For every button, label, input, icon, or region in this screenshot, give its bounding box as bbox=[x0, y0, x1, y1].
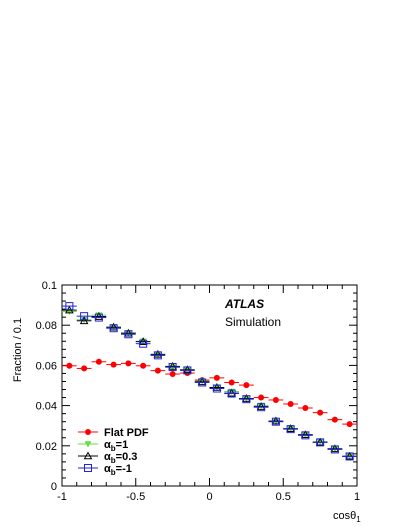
data-point bbox=[125, 360, 132, 367]
series-2 bbox=[62, 305, 357, 460]
data-point bbox=[95, 358, 102, 365]
x-tick-labels: -1 -0.5 0 0.5 1 bbox=[57, 491, 360, 503]
data-point bbox=[258, 394, 265, 401]
data-point bbox=[287, 400, 294, 407]
data-point bbox=[212, 384, 221, 393]
y-tick-label: 0.1 bbox=[42, 280, 57, 292]
data-point bbox=[124, 330, 133, 339]
data-point bbox=[301, 431, 310, 440]
data-point bbox=[271, 416, 281, 425]
data-point bbox=[138, 337, 148, 345]
series-3 bbox=[62, 302, 357, 461]
y-tick-label: 0.08 bbox=[36, 320, 57, 332]
data-point bbox=[257, 402, 265, 410]
x-axis-label: cosθ1 bbox=[333, 510, 361, 524]
x-tick-label: -1 bbox=[57, 491, 67, 503]
data-point bbox=[256, 402, 266, 410]
x-tick-label: 0.5 bbox=[276, 491, 291, 503]
data-point bbox=[243, 382, 250, 389]
legend-label: αb=1 bbox=[104, 439, 128, 453]
data-point bbox=[80, 312, 89, 321]
x-tick-label: 1 bbox=[354, 491, 360, 503]
data-point bbox=[139, 339, 148, 348]
x-tick-label: 0 bbox=[206, 491, 212, 503]
legend-marker bbox=[84, 441, 92, 448]
data-point bbox=[81, 365, 88, 372]
data-point bbox=[257, 403, 266, 412]
data-point bbox=[110, 361, 117, 368]
data-point bbox=[183, 365, 192, 374]
data-point bbox=[345, 451, 354, 460]
data-point bbox=[330, 445, 339, 454]
legend-entry: Flat PDF bbox=[78, 427, 149, 439]
y-tick-labels: 0 0.02 0.04 0.06 0.08 0.1 bbox=[36, 280, 57, 493]
data-point bbox=[345, 452, 354, 461]
data-point bbox=[286, 424, 295, 433]
data-point bbox=[197, 377, 207, 386]
data-point bbox=[302, 405, 309, 412]
axis-ticks bbox=[61, 284, 358, 487]
data-point bbox=[94, 312, 104, 320]
data-point bbox=[242, 394, 251, 402]
data-point bbox=[346, 421, 353, 428]
legend-marker bbox=[84, 464, 92, 472]
data-point bbox=[183, 366, 192, 375]
legend-entry: αb=-1 bbox=[78, 463, 132, 477]
data-point bbox=[154, 367, 161, 374]
data-point bbox=[168, 361, 177, 370]
data-point bbox=[301, 430, 310, 439]
data-point bbox=[65, 302, 74, 311]
legend-entry: αb=1 bbox=[78, 439, 128, 453]
data-point bbox=[153, 351, 162, 360]
legend-label: αb=-1 bbox=[104, 463, 132, 477]
data-point bbox=[316, 438, 325, 447]
data-point bbox=[315, 437, 325, 446]
data-point bbox=[272, 396, 279, 403]
data-point bbox=[109, 322, 118, 331]
data-point bbox=[94, 313, 103, 322]
x-axis-label-subscript: 1 bbox=[356, 515, 361, 524]
atlas-label: ATLAS bbox=[224, 297, 264, 311]
data-points bbox=[62, 302, 357, 461]
legend-marker bbox=[83, 451, 93, 460]
data-point bbox=[227, 388, 236, 397]
data-point bbox=[286, 425, 295, 434]
data-point bbox=[212, 382, 222, 391]
data-point bbox=[228, 379, 235, 386]
y-tick-label: 0 bbox=[51, 481, 57, 493]
data-point bbox=[330, 444, 340, 453]
y-axis-label: Fraction / 0.1 bbox=[12, 318, 24, 382]
y-tick-label: 0.06 bbox=[36, 360, 57, 372]
data-point bbox=[198, 378, 207, 387]
simulation-label: Simulation bbox=[225, 315, 281, 329]
data-point bbox=[79, 316, 89, 325]
data-point bbox=[109, 324, 118, 333]
legend-marker bbox=[85, 429, 91, 435]
data-point bbox=[331, 416, 338, 423]
data-point bbox=[213, 374, 220, 381]
x-tick-label: -0.5 bbox=[126, 491, 145, 503]
data-point bbox=[66, 362, 73, 369]
data-point bbox=[271, 417, 280, 426]
series-0 bbox=[62, 358, 357, 428]
data-point bbox=[169, 371, 176, 378]
legend-entry: αb=0.3 bbox=[78, 451, 137, 465]
legend-label: αb=0.3 bbox=[104, 451, 137, 465]
legend-label: Flat PDF bbox=[104, 427, 149, 439]
data-point bbox=[168, 363, 177, 372]
data-point bbox=[317, 409, 324, 416]
y-tick-label: 0.02 bbox=[36, 441, 57, 453]
y-tick-label: 0.04 bbox=[36, 401, 57, 413]
data-point bbox=[242, 395, 251, 404]
data-point bbox=[153, 349, 163, 358]
data-point bbox=[124, 328, 133, 337]
data-point bbox=[227, 389, 236, 398]
data-point bbox=[140, 362, 147, 369]
